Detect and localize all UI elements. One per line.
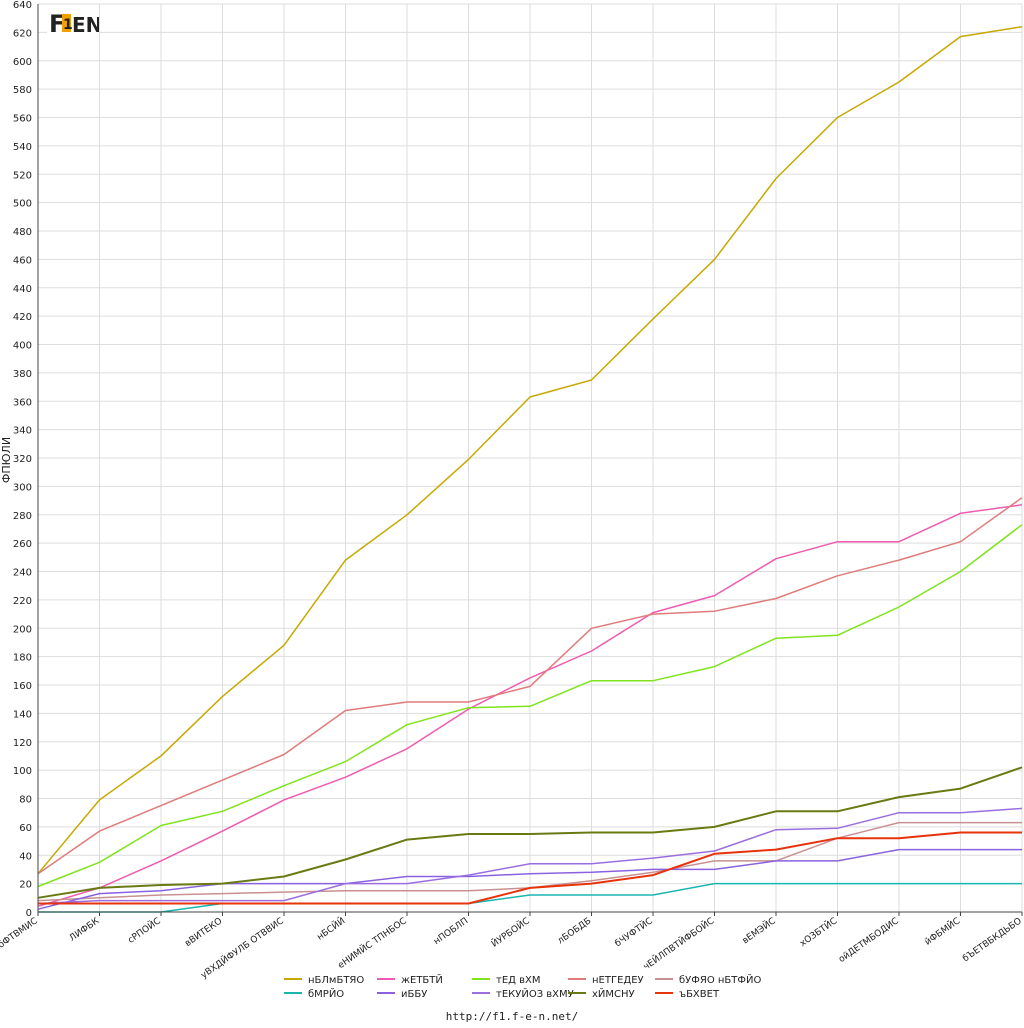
y-tick-label: 40 <box>19 851 32 862</box>
x-tick-label: нБСЙЙ <box>314 915 347 943</box>
y-tick-label: 240 <box>13 568 32 579</box>
y-tick-label: 360 <box>13 397 32 408</box>
y-tick-label: 340 <box>13 426 32 437</box>
y-tick-label: 480 <box>13 227 32 238</box>
legend-item: тЕКУЙОЗ вХМУ <box>472 987 574 1000</box>
x-tick-label: ЙУРБОЙС <box>489 915 532 950</box>
y-tick-label: 600 <box>13 57 32 68</box>
y-tick-label: 80 <box>19 795 32 806</box>
source-url[interactable]: http://f1.f-e-n.net/ <box>445 1010 579 1023</box>
legend-label: нБЛмБТЯО <box>308 975 364 986</box>
x-tick-label: ойДЕТМБОДИС <box>837 916 901 965</box>
legend-item: бУФЯО нБТФЙО <box>655 973 761 986</box>
legend-label: иББУ <box>401 989 427 1000</box>
x-tick-label: еНИМЙС ТПНБОС <box>335 915 408 971</box>
legend-label: бМРЙО <box>308 987 344 1000</box>
svg-text:F: F <box>49 10 65 36</box>
y-tick-label: 620 <box>13 28 32 39</box>
x-tick-label: бЧУФТЙС <box>612 915 654 950</box>
x-tick-label: хОЗБТЙС <box>797 915 839 949</box>
svg-text:1: 1 <box>63 17 73 33</box>
y-tick-label: 640 <box>13 0 32 11</box>
series-line-7 <box>37 848 1022 910</box>
legend-item: бМРЙО <box>284 987 344 1000</box>
legend-label: бУФЯО нБТФЙО <box>679 973 761 986</box>
series-line-2 <box>37 504 1023 908</box>
series-line-4 <box>37 497 1023 875</box>
series-lines <box>37 25 1023 913</box>
series-line-8 <box>37 807 1023 905</box>
axes <box>37 4 1022 913</box>
x-tick-label: бЪЕТВБКДЬБО <box>961 916 1024 964</box>
legend-label: тЕД вХМ <box>496 975 541 986</box>
y-tick-label: 120 <box>13 738 32 749</box>
legend-item: жЕТБТЙ <box>377 973 443 986</box>
legend-label: хЙМСНУ <box>592 987 635 1000</box>
legend-item: тЕД вХМ <box>472 975 541 986</box>
legend-item: нЕТГЕДЕУ <box>568 975 644 986</box>
y-tick-label: 100 <box>13 766 32 777</box>
legend-label: нЕТГЕДЕУ <box>592 975 644 986</box>
y-tick-label: 60 <box>19 823 32 834</box>
x-tick-label: вЕМЭЙС <box>740 915 778 947</box>
x-tick-label: лБОБДБ <box>556 916 593 946</box>
y-tick-label: 220 <box>13 596 32 607</box>
y-tick-label: 500 <box>13 199 32 210</box>
x-tick-label: вВИТЕКО <box>183 916 224 949</box>
x-tick-label: ЛИФБК <box>68 916 102 944</box>
x-tick-label: сРПОЙС <box>125 915 162 946</box>
legend-label: жЕТБТЙ <box>401 973 443 986</box>
grid-lines <box>37 3 1023 913</box>
legend-item: хЙМСНУ <box>568 987 635 1000</box>
legend-item: ъБХВЕТ <box>655 989 720 1000</box>
y-tick-label: 380 <box>13 369 32 380</box>
x-tick-label: бФТВМИС <box>0 916 40 950</box>
y-tick-label: 420 <box>13 312 32 323</box>
legend-item: нБЛмБТЯО <box>284 975 364 986</box>
legend: нБЛмБТЯО жЕТБТЙ тЕД вХМ нЕТГЕДЕУ бУФЯО нБТФЙ… <box>284 973 761 1000</box>
y-tick-label: 260 <box>13 539 32 550</box>
legend-item: иББУ <box>377 989 427 1000</box>
y-tick-label: 520 <box>13 170 32 181</box>
y-tick-label: 280 <box>13 511 32 522</box>
y-tick-label: 140 <box>13 709 32 720</box>
y-axis-label: ФПЮЛИ <box>0 437 13 483</box>
series-line-1 <box>37 25 1023 875</box>
x-tick-label: нПОБЛП <box>432 916 470 947</box>
y-tick-label: 200 <box>13 624 32 635</box>
y-tick-label: 400 <box>13 341 32 352</box>
y-tick-label: 440 <box>13 284 32 295</box>
legend-label: тЕКУЙОЗ вХМУ <box>496 987 574 1000</box>
svg-text:EN: EN <box>72 13 99 36</box>
y-tick-label: 540 <box>13 142 32 153</box>
y-tick-label: 300 <box>13 482 32 493</box>
y-tick-label: 160 <box>13 681 32 692</box>
y-tick-label: 320 <box>13 454 32 465</box>
series-line-6 <box>38 882 1022 913</box>
legend-label: ъБХВЕТ <box>679 989 720 1000</box>
y-tick-label: 20 <box>19 880 32 891</box>
y-tick-label: 180 <box>13 653 32 664</box>
y-tick-label: 0 <box>26 908 32 919</box>
series-line-3 <box>37 524 1023 888</box>
y-tick-label: 580 <box>13 85 32 96</box>
y-axis-ticks: 0 20 40 60 80 100 120 140 160 180 200 220 240 260 280 3… <box>13 0 32 919</box>
y-tick-label: 460 <box>13 255 32 266</box>
x-tick-label: йФБМЙС <box>922 915 962 948</box>
f1-logo: F 1 EN <box>47 8 102 38</box>
series-line-9 <box>37 766 1023 899</box>
y-tick-label: 560 <box>13 114 32 125</box>
series-line-10 <box>38 831 1022 905</box>
